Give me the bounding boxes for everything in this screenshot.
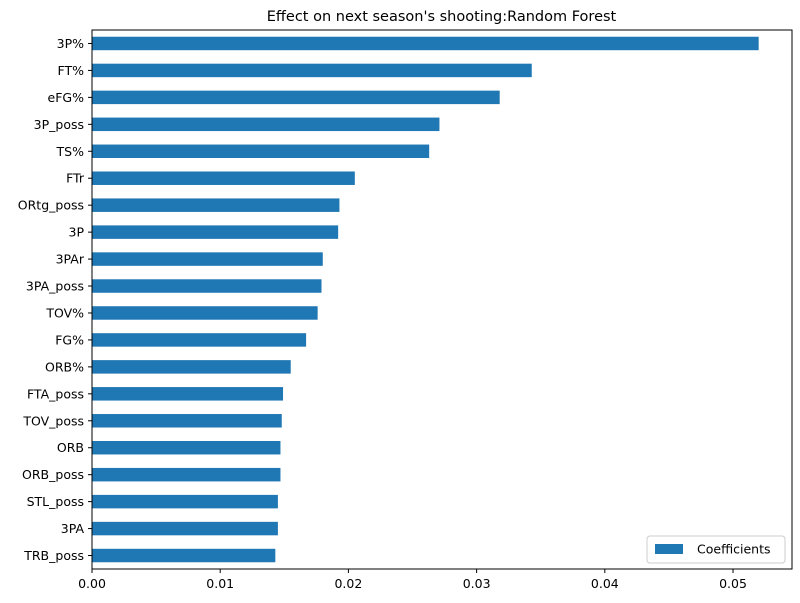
legend: Coefficients xyxy=(646,535,786,564)
y-tick-label: FT% xyxy=(58,63,85,78)
y-tick-label: 3P xyxy=(69,225,85,240)
y-tick-label: 3P% xyxy=(57,36,84,51)
bar-FG% xyxy=(92,333,307,347)
y-tick-label: 3PA xyxy=(61,521,85,536)
bar-3P_poss xyxy=(92,117,440,132)
bar-3PAr xyxy=(92,252,323,266)
y-tick-label: ORB xyxy=(57,440,84,455)
bar-STL_poss xyxy=(92,494,278,509)
y-tick-label: STL_poss xyxy=(27,494,84,509)
y-tick-label: eFG% xyxy=(48,90,85,105)
bar-ORtg_poss xyxy=(92,198,340,212)
y-tick-label: TRB_poss xyxy=(23,548,84,563)
bar-FT% xyxy=(92,63,532,78)
bar-FTr xyxy=(92,171,355,185)
y-tick-label: TOV_poss xyxy=(22,413,84,428)
bar-ORB xyxy=(92,440,281,455)
bar-3P% xyxy=(92,36,759,51)
x-axis: 0.00 0.01 0.02 0.03 0.04 0.05 xyxy=(78,569,747,591)
y-tick-label: 3PA_poss xyxy=(26,279,84,294)
chart-title: Effect on next season's shooting:Random … xyxy=(267,9,617,25)
legend-box xyxy=(646,535,786,564)
y-tick-label: TS% xyxy=(56,144,85,159)
x-tick-label: 0.04 xyxy=(591,576,619,591)
plot-frame xyxy=(91,29,793,570)
y-tick-label: ORB_poss xyxy=(22,467,84,482)
y-tick-label: ORB% xyxy=(45,359,84,374)
x-tick-label: 0.00 xyxy=(78,576,106,591)
y-axis: 3P% FT% eFG% 3P_poss TS% FTr ORtg_poss 3P 3PAr 3P… xyxy=(18,36,92,563)
y-tick-label: ORtg_poss xyxy=(18,198,84,213)
y-tick-label: FTA_poss xyxy=(27,386,84,401)
y-tick-label: 3P_poss xyxy=(34,117,84,132)
bar-TRB_poss xyxy=(92,548,276,563)
x-tick-label: 0.05 xyxy=(719,576,747,591)
x-tick-label: 0.02 xyxy=(334,576,362,591)
bar-eFG% xyxy=(92,90,500,105)
legend-label: Coefficients xyxy=(697,542,771,557)
x-tick-label: 0.03 xyxy=(463,576,491,591)
bar-FTA_poss xyxy=(92,387,284,401)
y-tick-label: FTr xyxy=(66,171,85,186)
bar-ORB_poss xyxy=(92,467,281,482)
bars-group xyxy=(92,36,759,563)
x-tick-label: 0.01 xyxy=(206,576,234,591)
legend-swatch xyxy=(655,544,683,554)
bar-TOV% xyxy=(92,306,318,320)
bar-3P xyxy=(92,225,339,239)
bar-TS% xyxy=(92,144,430,159)
bar-ORB% xyxy=(92,360,291,374)
y-tick-label: 3PAr xyxy=(56,252,85,267)
bar-3PA xyxy=(92,521,278,536)
bar-TOV_poss xyxy=(92,414,282,428)
y-tick-label: FG% xyxy=(55,332,84,347)
y-tick-label: TOV% xyxy=(45,305,84,320)
bar-3PA_poss xyxy=(92,279,322,293)
